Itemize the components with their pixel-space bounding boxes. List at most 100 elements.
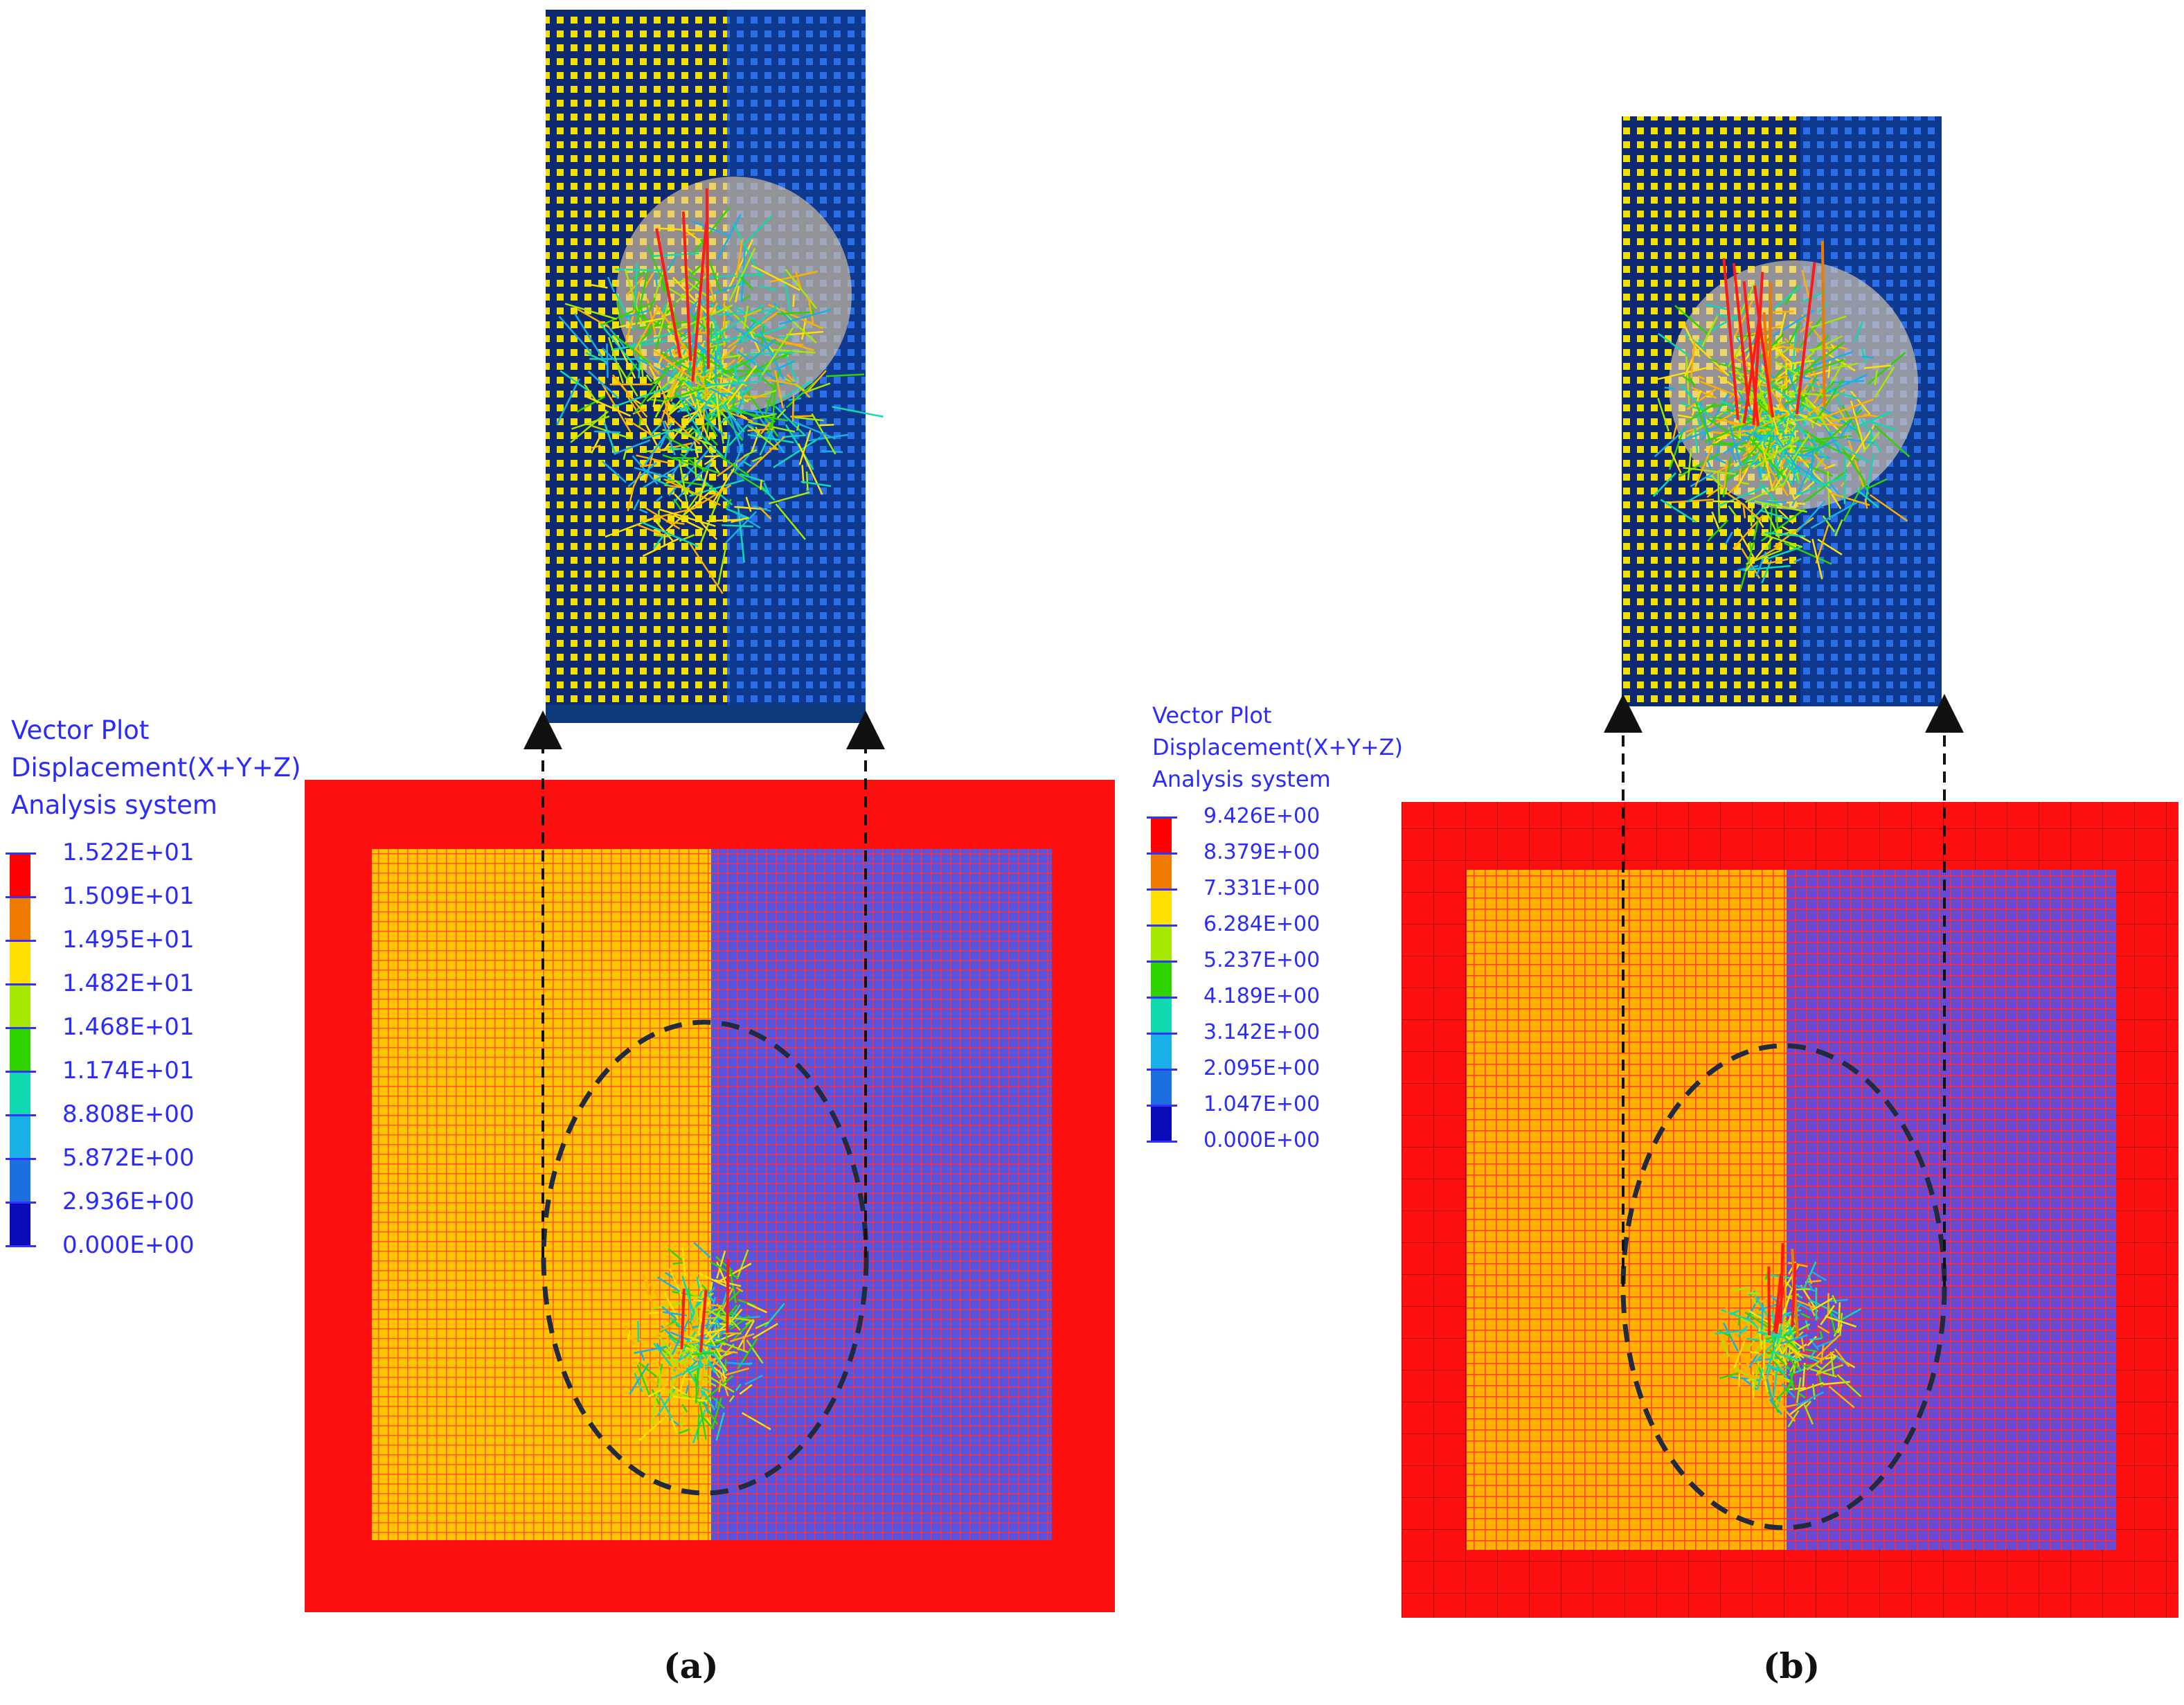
displacement-vector bbox=[556, 378, 580, 425]
displacement-vector bbox=[661, 278, 665, 292]
displacement-vector bbox=[1736, 1359, 1746, 1371]
displacement-vector bbox=[614, 439, 651, 455]
displacement-vector bbox=[738, 304, 778, 342]
displacement-vector bbox=[670, 1384, 687, 1395]
displacement-vector bbox=[1657, 366, 1708, 380]
displacement-vector bbox=[634, 307, 659, 351]
displacement-vector bbox=[717, 1340, 749, 1353]
displacement-vector bbox=[593, 430, 621, 434]
displacement-vector bbox=[706, 1308, 734, 1326]
displacement-vector bbox=[662, 391, 671, 425]
displacement-vector bbox=[1680, 384, 1712, 418]
displacement-vector bbox=[1816, 1355, 1838, 1374]
displacement-vector bbox=[1746, 1337, 1771, 1343]
displacement-vector bbox=[633, 471, 642, 486]
displacement-vector bbox=[733, 326, 771, 352]
displacement-vector bbox=[715, 392, 721, 431]
displacement-vector bbox=[670, 1363, 702, 1380]
displacement-vector bbox=[1796, 1391, 1824, 1407]
displacement-vector bbox=[714, 350, 717, 389]
displacement-vector bbox=[761, 327, 794, 376]
displacement-vector bbox=[601, 303, 650, 326]
legend-value: 2.095E+00 bbox=[1203, 1056, 1321, 1081]
displacement-vector bbox=[702, 1390, 716, 1411]
model-b-vector-burst bbox=[1715, 1242, 1862, 1428]
displacement-vector bbox=[1802, 1362, 1806, 1387]
displacement-vector bbox=[644, 434, 666, 465]
displacement-vector bbox=[1751, 425, 1762, 434]
displacement-vector bbox=[715, 1412, 725, 1441]
zoom-b-vector-burst bbox=[1652, 240, 1910, 590]
displacement-vector bbox=[602, 348, 618, 363]
displacement-vector bbox=[690, 220, 731, 238]
displacement-vector bbox=[742, 409, 777, 416]
displacement-vector bbox=[1822, 515, 1836, 533]
displacement-vector bbox=[1800, 1336, 1805, 1352]
displacement-vector bbox=[1733, 1341, 1746, 1369]
displacement-vector bbox=[1706, 417, 1742, 441]
displacement-vector bbox=[1688, 337, 1730, 377]
displacement-vector bbox=[587, 371, 620, 400]
displacement-vector bbox=[699, 1386, 710, 1393]
displacement-vector bbox=[627, 461, 657, 488]
displacement-vector bbox=[1707, 519, 1729, 542]
displacement-vector bbox=[1766, 546, 1803, 560]
displacement-vector bbox=[1801, 438, 1838, 458]
displacement-vector bbox=[797, 443, 823, 495]
displacement-vector bbox=[642, 537, 680, 557]
displacement-vector bbox=[753, 334, 787, 348]
displacement-vector bbox=[1672, 424, 1678, 439]
displacement-vector bbox=[694, 1306, 699, 1325]
displacement-vector bbox=[1773, 285, 1802, 310]
displacement-vector bbox=[1744, 537, 1773, 572]
displacement-vector bbox=[1784, 376, 1787, 389]
displacement-vector bbox=[641, 426, 687, 440]
legend-swatch bbox=[10, 853, 30, 897]
displacement-vector bbox=[1832, 362, 1859, 370]
displacement-vector bbox=[724, 434, 731, 461]
displacement-vector bbox=[746, 436, 785, 474]
displacement-vector bbox=[667, 253, 679, 271]
displacement-vector-large bbox=[1820, 240, 1826, 407]
displacement-vector bbox=[603, 422, 617, 455]
displacement-vector bbox=[1760, 404, 1792, 431]
displacement-vector bbox=[1854, 321, 1863, 342]
displacement-vector bbox=[759, 330, 785, 380]
displacement-vector bbox=[1787, 415, 1827, 422]
displacement-vector bbox=[705, 1329, 722, 1358]
displacement-vector bbox=[686, 404, 692, 411]
displacement-vector bbox=[1677, 426, 1720, 443]
displacement-vector bbox=[1685, 427, 1701, 433]
displacement-vector bbox=[1782, 1288, 1793, 1315]
displacement-vector bbox=[679, 391, 715, 433]
displacement-vector bbox=[1697, 339, 1706, 350]
legend-value: 6.284E+00 bbox=[1203, 912, 1321, 937]
displacement-vector bbox=[743, 449, 758, 457]
displacement-vector bbox=[623, 449, 627, 461]
displacement-vector bbox=[1817, 538, 1843, 555]
displacement-vector bbox=[777, 311, 814, 315]
displacement-vector bbox=[1807, 1301, 1816, 1316]
displacement-vector-large bbox=[1791, 1262, 1797, 1328]
displacement-vector bbox=[1766, 1353, 1782, 1367]
legend-tick bbox=[6, 1202, 36, 1204]
displacement-vector bbox=[1830, 492, 1870, 506]
displacement-vector bbox=[1758, 1328, 1763, 1350]
displacement-vector bbox=[711, 1397, 722, 1429]
displacement-vector bbox=[695, 396, 713, 405]
displacement-vector bbox=[636, 1364, 651, 1398]
displacement-vector bbox=[742, 1412, 771, 1430]
displacement-vector bbox=[1746, 500, 1787, 503]
displacement-vector bbox=[1785, 1335, 1805, 1350]
displacement-vector bbox=[656, 1386, 677, 1416]
displacement-vector bbox=[1721, 1339, 1730, 1357]
legend-tick bbox=[1147, 997, 1177, 999]
displacement-vector bbox=[707, 1388, 713, 1396]
displacement-vector bbox=[702, 1319, 731, 1347]
legend-tick bbox=[1147, 961, 1177, 963]
displacement-vector bbox=[790, 415, 814, 418]
displacement-vector bbox=[1850, 391, 1871, 416]
displacement-vector bbox=[1771, 343, 1806, 352]
displacement-vector bbox=[701, 389, 707, 432]
legend-value: 0.000E+00 bbox=[62, 1231, 195, 1259]
